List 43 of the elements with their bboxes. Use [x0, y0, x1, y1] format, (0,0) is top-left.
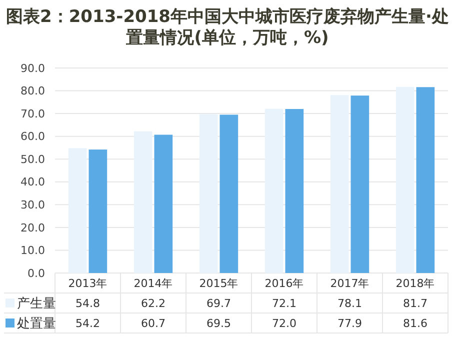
data-label: 81.7 [403, 296, 428, 310]
x-tick-label: 2018年 [396, 276, 435, 290]
bar [88, 150, 108, 273]
legend-label: 产生量 [17, 296, 56, 312]
x-tick-label: 2014年 [134, 276, 173, 290]
legend-label: 处置量 [17, 316, 56, 332]
bar [68, 148, 87, 273]
data-label: 54.8 [76, 296, 100, 310]
x-tick-label: 2016年 [264, 276, 304, 290]
data-label: 77.9 [338, 316, 362, 330]
bar [285, 109, 304, 273]
bar [134, 131, 152, 273]
y-tick-label: 90.0 [20, 62, 45, 75]
bar [416, 87, 435, 273]
data-label: 78.1 [338, 296, 362, 310]
x-tick-label: 2015年 [199, 276, 238, 290]
bar [350, 96, 370, 273]
y-tick-label: 10.0 [20, 244, 45, 258]
bar [396, 86, 414, 273]
y-tick-label: 20.0 [20, 221, 45, 234]
data-label: 69.7 [206, 296, 231, 310]
data-label: 72.0 [272, 316, 296, 330]
bar [264, 108, 284, 273]
chart-title: 图表2：2013-2018年中国大中城市医疗废弃物产生量·处置量情况(单位，万吨，%) [6, 6, 449, 48]
data-label: 69.5 [206, 316, 231, 330]
data-label: 72.1 [272, 296, 296, 310]
y-tick-label: 70.0 [20, 107, 45, 120]
data-label: 60.7 [141, 316, 166, 330]
y-tick-label: 40.0 [20, 176, 45, 189]
y-tick-label: 30.0 [20, 198, 45, 212]
x-tick-label: 2017年 [330, 276, 370, 290]
x-tick-label: 2013年 [68, 276, 108, 290]
y-tick-label: 0.0 [28, 266, 45, 280]
bar [220, 114, 238, 273]
bar [330, 95, 349, 273]
bar [154, 134, 173, 273]
data-label: 81.6 [403, 316, 428, 330]
data-label: 62.2 [141, 296, 166, 310]
bar [199, 114, 218, 273]
data-label: 54.2 [76, 316, 100, 330]
y-tick-label: 80.0 [20, 84, 45, 98]
y-tick-label: 50.0 [20, 152, 45, 166]
y-tick-label: 60.0 [20, 130, 45, 144]
